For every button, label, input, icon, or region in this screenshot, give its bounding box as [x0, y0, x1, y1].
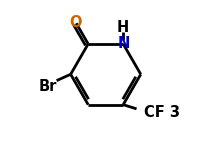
Text: O: O — [69, 15, 82, 30]
Text: N: N — [118, 36, 130, 51]
Text: Br: Br — [39, 79, 57, 94]
Text: H: H — [117, 20, 129, 35]
Text: CF 3: CF 3 — [144, 105, 179, 120]
